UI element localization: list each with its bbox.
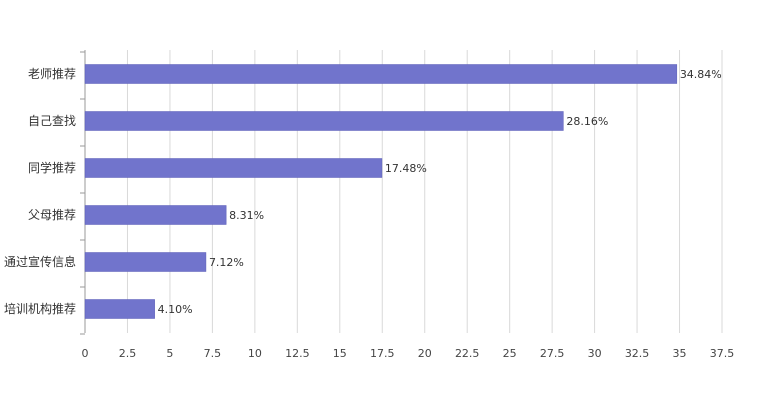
x-tick-label: 12.5 [285, 347, 310, 360]
x-tick-label: 27.5 [540, 347, 565, 360]
value-labels: 34.84% 28.16% 17.48% 8.31% 7.12% 4.10% [158, 68, 722, 316]
category-label: 老师推荐 [28, 67, 76, 81]
value-label: 17.48% [385, 162, 427, 175]
bar [84, 252, 207, 272]
bar [84, 111, 564, 131]
x-tick-label: 15 [333, 347, 347, 360]
bar [84, 205, 227, 225]
category-label: 培训机构推荐 [4, 301, 76, 316]
x-tick-label: 17.5 [370, 347, 395, 360]
x-tick-label: 32.5 [625, 347, 650, 360]
x-tick-label: 2.5 [119, 347, 137, 360]
gridlines [80, 50, 723, 335]
value-label: 8.31% [229, 209, 264, 222]
x-tick-label: 22.5 [455, 347, 480, 360]
x-tick-label: 37.5 [710, 347, 735, 360]
x-tick-label: 0 [82, 347, 89, 360]
category-label: 通过宣传信息 [4, 254, 76, 269]
category-label: 自己查找 [28, 114, 76, 128]
bar [84, 299, 155, 319]
category-label: 同学推荐 [28, 160, 76, 175]
x-tick-label: 20 [418, 347, 432, 360]
x-tick-label: 35 [673, 347, 687, 360]
x-tick-label: 7.5 [204, 347, 222, 360]
value-label: 4.10% [158, 303, 193, 316]
value-label: 7.12% [209, 256, 244, 269]
x-tick-label: 10 [248, 347, 262, 360]
bar [84, 158, 383, 178]
bars [84, 64, 678, 319]
bar [84, 64, 678, 84]
value-label: 34.84% [680, 68, 722, 81]
value-label: 28.16% [566, 115, 608, 128]
x-tick-label: 25 [503, 347, 517, 360]
x-tick-label: 30 [588, 347, 602, 360]
category-label: 父母推荐 [28, 208, 76, 222]
x-tick-label: 5 [166, 347, 173, 360]
x-axis-ticks: 0 2.5 5 7.5 10 12.5 15 17.5 20 22.5 25 27.5 30 32.5 35… [82, 347, 735, 360]
